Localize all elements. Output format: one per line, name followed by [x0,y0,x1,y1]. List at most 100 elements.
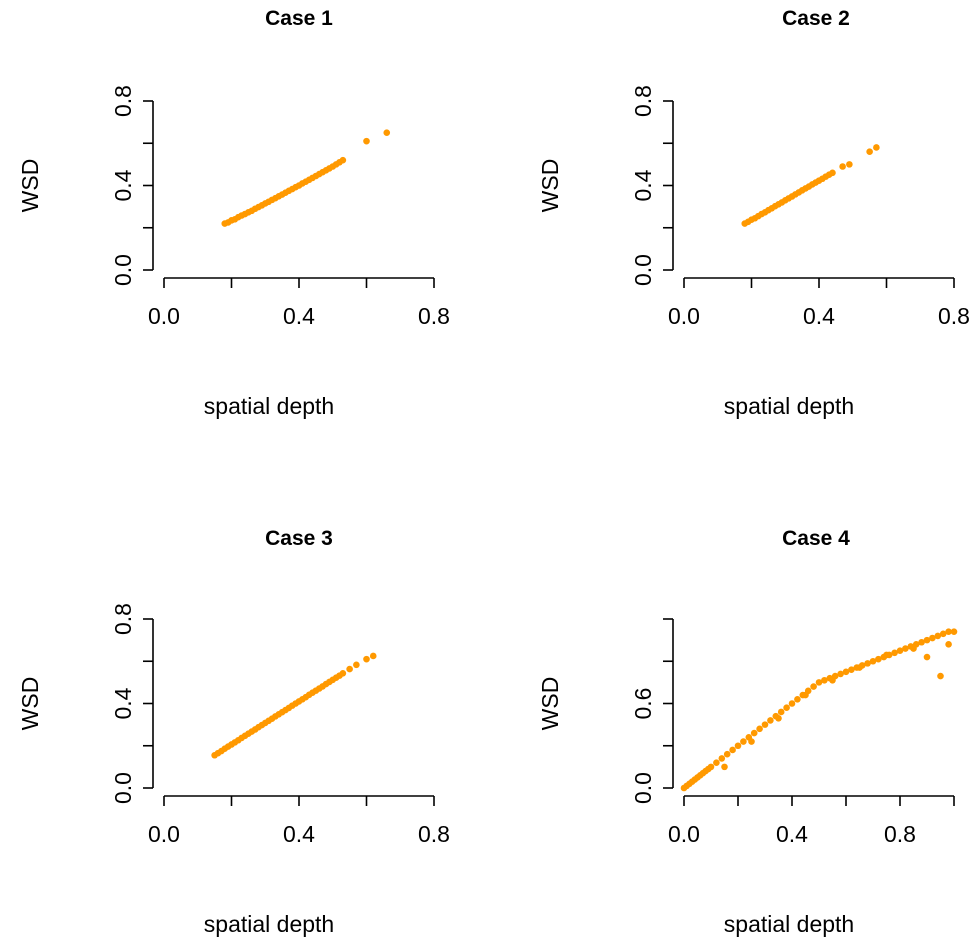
data-point [934,632,942,640]
data-point [910,645,917,652]
data-point [896,647,904,654]
data-point [839,163,846,170]
data-point [740,738,747,745]
data-point [856,664,863,671]
data-point [734,742,742,750]
x-tick-label: 0.8 [884,821,916,847]
data-point [875,655,882,663]
y-tick-label: 0.0 [110,254,136,286]
chart-title: Case 1 [265,7,333,30]
data-point [866,148,873,155]
x-tick-label: 0.0 [148,821,180,847]
y-axis-label: WSD [537,677,563,731]
y-tick-label: 0.4 [110,687,136,719]
data-point [937,672,944,680]
panel-2: Case 2 0.0 0.4 0.8 0.0 0.4 0.8 spatial depth WSD [537,7,970,419]
data-point [939,630,947,638]
data-point [945,641,952,648]
point-layer [680,628,958,792]
data-point [718,755,726,762]
data-point [775,714,782,722]
data-point [383,129,391,136]
data-point [777,708,785,716]
y-tick-label: 0.6 [630,688,656,720]
data-point [707,763,715,771]
x-tick-label: 0.0 [148,303,180,329]
x-tick-label: 0.0 [668,303,700,329]
data-point [767,717,774,724]
y-tick-label: 0.8 [110,85,136,117]
y-tick-label: 0.4 [110,169,136,201]
data-point [923,636,931,644]
panel-4: Case 4 0.0 0.4 0.8 0.0 0.6 spatial depth WSD [537,527,958,937]
x-axis-label: spatial depth [204,911,334,937]
y-axis-label: WSD [537,159,563,213]
chart-title: Case 2 [782,7,850,30]
data-point [750,729,758,737]
data-point [756,725,763,733]
axes [663,618,955,806]
y-tick-label: 0.4 [630,169,656,201]
data-point [891,649,898,657]
data-point [918,638,925,646]
data-point [353,661,360,669]
axes [143,100,435,288]
point-layer [221,129,391,227]
data-point [810,683,817,690]
y-tick-label: 0.0 [110,772,136,804]
data-point [369,652,377,660]
x-tick-label: 0.8 [418,303,450,329]
x-tick-label: 0.4 [283,821,315,847]
y-axis-label: WSD [17,677,43,731]
data-point [713,759,720,766]
data-point [821,676,828,684]
data-point [945,628,952,635]
axes [663,100,955,288]
data-point [339,669,347,677]
y-tick-label: 0.8 [110,603,136,635]
chart-title: Case 4 [782,527,850,550]
data-point [873,144,880,151]
x-tick-label: 0.4 [776,821,808,847]
data-point [846,161,853,168]
x-tick-label: 0.8 [418,821,450,847]
data-point [802,691,809,699]
y-tick-label: 0.0 [630,254,656,286]
chart-title: Case 3 [265,527,333,550]
data-point [761,721,769,728]
data-point [829,169,836,177]
panel-1: Case 1 0.0 0.4 0.8 0.0 0.4 0.8 spatial depth WSD [17,7,450,419]
data-point [848,666,855,673]
point-layer [741,144,880,227]
data-point [729,746,736,754]
x-tick-label: 0.0 [668,821,700,847]
data-point [783,704,790,712]
data-point [842,668,850,676]
data-point [363,655,370,663]
panel-3: Case 3 0.0 0.4 0.8 0.0 0.4 0.8 spatial depth WSD [17,527,450,937]
data-point [829,676,836,684]
data-point [923,653,931,661]
data-point [929,634,936,642]
y-axis-label: WSD [17,159,43,213]
data-point [748,738,755,745]
data-point [794,695,801,703]
x-axis-label: spatial depth [204,393,334,419]
x-axis-label: spatial depth [724,911,854,937]
y-tick-label: 0.8 [630,85,656,117]
data-point [950,628,958,635]
point-layer [211,652,377,759]
data-point [837,670,844,678]
data-point [864,660,871,667]
x-tick-label: 0.4 [283,303,315,329]
data-point [883,651,890,659]
data-point [902,645,909,652]
data-point [339,156,347,164]
axes [143,618,435,806]
data-point [363,137,370,145]
x-axis-label: spatial depth [724,393,854,419]
data-point [869,657,877,665]
data-point [346,665,353,673]
data-point [721,763,728,771]
